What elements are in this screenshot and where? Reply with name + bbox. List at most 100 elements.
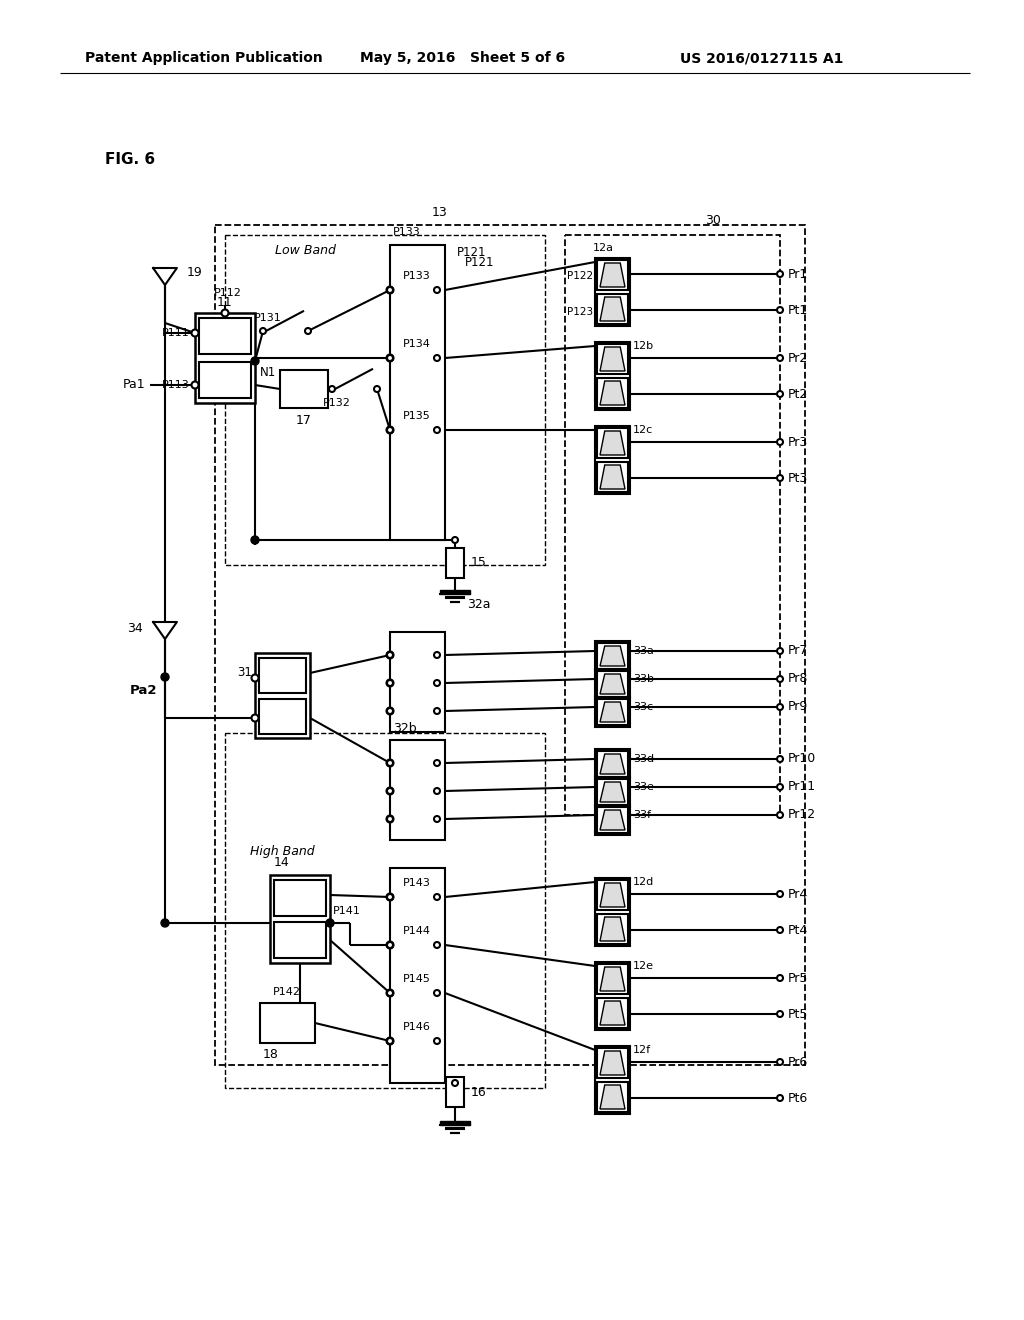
Text: 16: 16 xyxy=(471,1085,486,1098)
Polygon shape xyxy=(600,347,625,371)
Text: 12f: 12f xyxy=(633,1045,651,1055)
Circle shape xyxy=(260,327,266,334)
Circle shape xyxy=(386,894,393,900)
Circle shape xyxy=(777,440,783,445)
Circle shape xyxy=(777,1059,783,1065)
Text: P131: P131 xyxy=(254,313,282,323)
Text: 12d: 12d xyxy=(633,876,654,887)
Circle shape xyxy=(777,927,783,933)
Text: Pt4: Pt4 xyxy=(788,924,808,936)
Bar xyxy=(446,1077,464,1107)
Polygon shape xyxy=(600,883,625,907)
Circle shape xyxy=(329,385,335,392)
Bar xyxy=(255,653,310,738)
Bar xyxy=(595,878,630,946)
Text: Pr4: Pr4 xyxy=(788,887,808,900)
Circle shape xyxy=(777,308,783,313)
Bar xyxy=(390,246,445,540)
Text: Pa2: Pa2 xyxy=(129,685,157,697)
Circle shape xyxy=(221,309,228,317)
Circle shape xyxy=(386,680,393,686)
Circle shape xyxy=(374,385,380,392)
Text: Pt5: Pt5 xyxy=(788,1007,808,1020)
Circle shape xyxy=(387,652,393,657)
Circle shape xyxy=(777,1096,783,1101)
Circle shape xyxy=(777,1011,783,1016)
Bar xyxy=(597,345,628,374)
Bar xyxy=(597,428,628,458)
Bar xyxy=(597,294,628,323)
Text: P132: P132 xyxy=(323,399,351,408)
Polygon shape xyxy=(600,968,625,991)
Bar xyxy=(595,805,630,836)
Bar xyxy=(199,362,251,399)
Text: Pr12: Pr12 xyxy=(788,808,816,821)
Text: P142: P142 xyxy=(273,987,301,997)
Circle shape xyxy=(387,1038,393,1044)
Polygon shape xyxy=(154,622,177,639)
Circle shape xyxy=(191,381,199,388)
Circle shape xyxy=(386,355,393,362)
Text: US 2016/0127115 A1: US 2016/0127115 A1 xyxy=(680,51,844,65)
Circle shape xyxy=(387,990,393,997)
Circle shape xyxy=(434,286,440,293)
Text: Pr10: Pr10 xyxy=(788,752,816,766)
Bar xyxy=(595,777,630,807)
Circle shape xyxy=(387,942,393,948)
Circle shape xyxy=(434,816,440,822)
Circle shape xyxy=(386,941,393,949)
Bar xyxy=(597,462,628,492)
Bar xyxy=(597,643,628,669)
Text: Pr6: Pr6 xyxy=(788,1056,808,1068)
Circle shape xyxy=(386,788,393,795)
Text: 19: 19 xyxy=(187,265,203,279)
Text: P111: P111 xyxy=(162,327,190,338)
Text: P135: P135 xyxy=(403,411,431,421)
Circle shape xyxy=(161,919,169,927)
Circle shape xyxy=(777,475,783,480)
Polygon shape xyxy=(600,645,625,667)
Bar xyxy=(595,748,630,779)
Polygon shape xyxy=(600,263,625,286)
Bar xyxy=(595,962,630,1030)
Bar xyxy=(390,869,445,1082)
Bar xyxy=(565,235,780,814)
Bar xyxy=(280,370,328,408)
Circle shape xyxy=(387,680,393,686)
Bar xyxy=(440,1121,470,1125)
Text: Patent Application Publication: Patent Application Publication xyxy=(85,51,323,65)
Bar xyxy=(595,257,630,326)
Circle shape xyxy=(434,760,440,766)
Bar xyxy=(274,921,326,958)
Circle shape xyxy=(386,652,393,659)
Bar xyxy=(597,807,628,833)
Bar xyxy=(215,224,805,1065)
Circle shape xyxy=(387,760,393,766)
Text: N1: N1 xyxy=(260,367,276,380)
Bar xyxy=(597,779,628,805)
Text: Pr3: Pr3 xyxy=(788,436,808,449)
Text: 17: 17 xyxy=(296,413,312,426)
Text: 12e: 12e xyxy=(633,961,654,972)
Text: 33a: 33a xyxy=(633,645,654,656)
Text: Pr11: Pr11 xyxy=(788,780,816,793)
Bar xyxy=(225,733,545,1088)
Polygon shape xyxy=(154,268,177,285)
Polygon shape xyxy=(600,297,625,321)
Text: P141: P141 xyxy=(333,906,360,916)
Bar xyxy=(259,657,306,693)
Text: 32b: 32b xyxy=(393,722,417,734)
Bar xyxy=(595,697,630,727)
Text: High Band: High Band xyxy=(250,846,314,858)
Text: Pr7: Pr7 xyxy=(788,644,808,657)
Text: Pt2: Pt2 xyxy=(788,388,808,400)
Circle shape xyxy=(387,816,393,822)
Text: 33e: 33e xyxy=(633,781,654,792)
Bar xyxy=(597,1082,628,1111)
Polygon shape xyxy=(600,1085,625,1109)
Bar xyxy=(274,880,326,916)
Text: Low Band: Low Band xyxy=(275,243,336,256)
Text: 18: 18 xyxy=(263,1048,279,1061)
Bar xyxy=(195,313,255,403)
Text: P134: P134 xyxy=(403,339,431,348)
